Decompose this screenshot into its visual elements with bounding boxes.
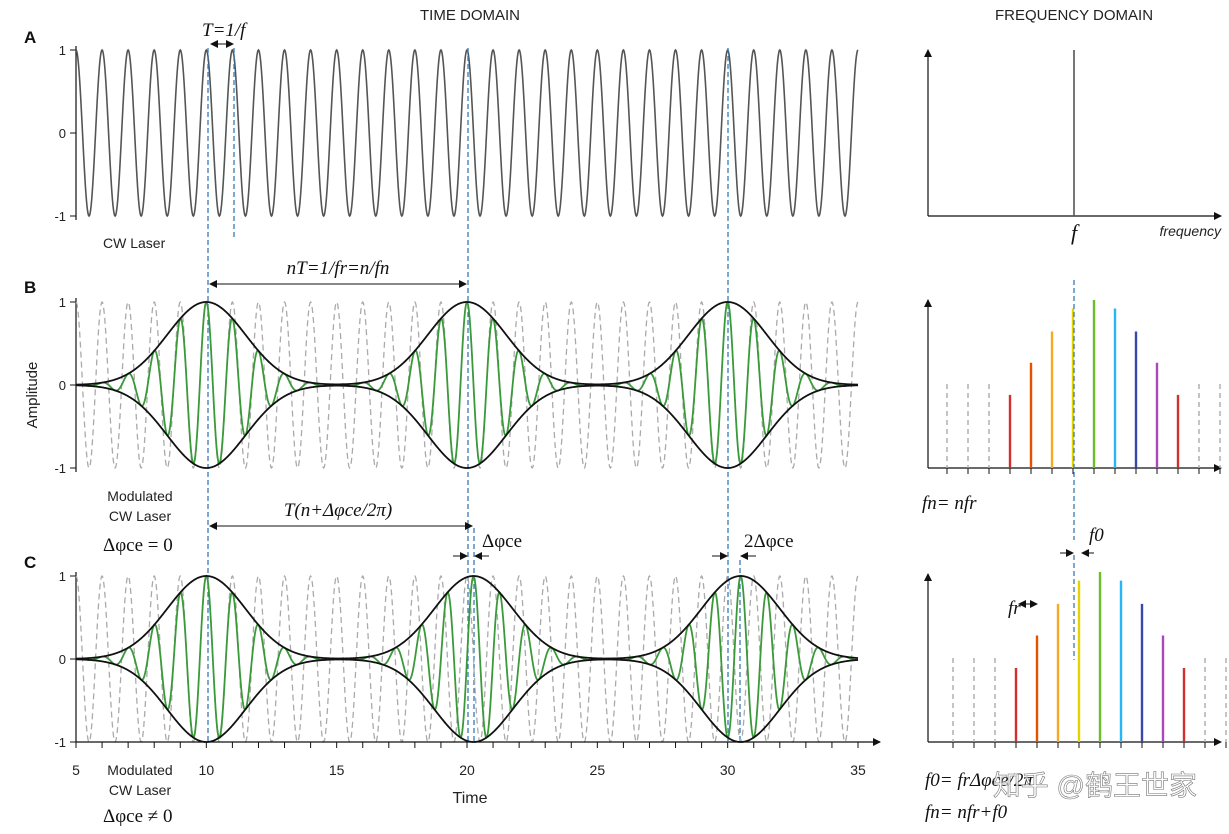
- watermark: 知乎 @鹤王世家: [993, 770, 1197, 801]
- comb-c-lines: [952, 555, 1227, 748]
- panel-b-envelope-lower: [75, 384, 859, 469]
- spacing-label-b: nT=1/fr=n/fn: [287, 258, 390, 279]
- comb-c-label: fn= nfr+f0: [925, 802, 1008, 823]
- amplitude-axis-label: Amplitude: [24, 362, 41, 429]
- panel-c-ytick-0: 0: [59, 652, 66, 667]
- time-x-tick-label: 20: [459, 762, 475, 778]
- panel-b-ytick-1: 1: [59, 295, 66, 310]
- comb-b-label: fn= nfr: [922, 493, 977, 514]
- panel-a-time: 1 0 -1 CW Laser T=1/f: [54, 20, 859, 251]
- panel-c-frequency: fr f0 f0= frΔφce/2π fn= nfr+f0 知乎 @鹤王世家: [924, 525, 1227, 823]
- f0-label: f0: [1089, 525, 1104, 546]
- cw-carrier-wave: [75, 48, 859, 218]
- panel-b-ytick-m1: -1: [54, 461, 66, 476]
- panel-a-ytick-0: 0: [59, 126, 66, 141]
- panel-a-ytick-1: 1: [59, 43, 66, 58]
- panel-c-envelope-upper: [75, 575, 859, 660]
- panel-c-caption-2: CW Laser: [109, 782, 172, 798]
- comb-b-lines: [946, 280, 1221, 540]
- panel-b-dashed-carrier: [75, 300, 859, 470]
- time-x-tick-label: 35: [850, 762, 866, 778]
- panel-c-ytick-1: 1: [59, 569, 66, 584]
- time-x-tick-label: 5: [72, 762, 80, 778]
- panel-b-time: 1 0 -1 nT=1/fr=n/fn Modulated CW Laser Δ…: [54, 258, 859, 556]
- panel-b-ytick-0: 0: [59, 378, 66, 393]
- time-domain-header: TIME DOMAIN: [420, 7, 520, 24]
- time-x-ticks: 5 10 15 20 25 30 35: [72, 742, 866, 778]
- panel-c-caption-1: Modulated: [107, 762, 172, 778]
- fr-label: fr: [1008, 598, 1021, 619]
- time-x-tick-label: 30: [720, 762, 736, 778]
- panel-b-frequency: fn= nfr: [922, 280, 1222, 540]
- panel-b-pulse-train: [75, 300, 859, 465]
- panel-b-caption-2: CW Laser: [109, 508, 172, 524]
- period-label: T=1/f: [202, 20, 248, 41]
- panel-c-time: 1 0 -1 T(n+Δφce/2π) Δφce 2Δφce 5 10 15 20 25…: [54, 500, 881, 827]
- panel-c-ytick-m1: -1: [54, 735, 66, 750]
- panel-a-letter: A: [24, 28, 36, 47]
- panel-a-caption: CW Laser: [103, 235, 166, 251]
- offset-label: f0= frΔφce/2π: [925, 770, 1033, 791]
- panel-b-envelope-upper: [75, 301, 859, 386]
- panel-a-frequency: f frequency: [924, 49, 1222, 245]
- panel-c-pulse-train: [75, 574, 859, 739]
- freq-axis-label: frequency: [1160, 223, 1222, 239]
- time-x-tick-label: 15: [329, 762, 345, 778]
- panel-b-letter: B: [24, 278, 36, 297]
- panel-b-caption-1: Modulated: [107, 488, 172, 504]
- time-axis-label: Time: [453, 790, 488, 807]
- panel-b-phase-label: Δφce = 0: [103, 535, 173, 556]
- spacing-label-c: T(n+Δφce/2π): [284, 500, 392, 521]
- panel-c-letter: C: [24, 553, 36, 572]
- panel-c-phase-label: Δφce ≠ 0: [103, 806, 172, 827]
- panel-a-ytick-m1: -1: [54, 209, 66, 224]
- shift1-label: Δφce: [482, 531, 522, 552]
- shift2-label: 2Δφce: [744, 531, 794, 552]
- frequency-domain-header: FREQUENCY DOMAIN: [995, 7, 1153, 24]
- freq-a-f-label: f: [1071, 220, 1080, 245]
- time-x-tick-label: 25: [590, 762, 606, 778]
- time-x-tick-label: 10: [199, 762, 215, 778]
